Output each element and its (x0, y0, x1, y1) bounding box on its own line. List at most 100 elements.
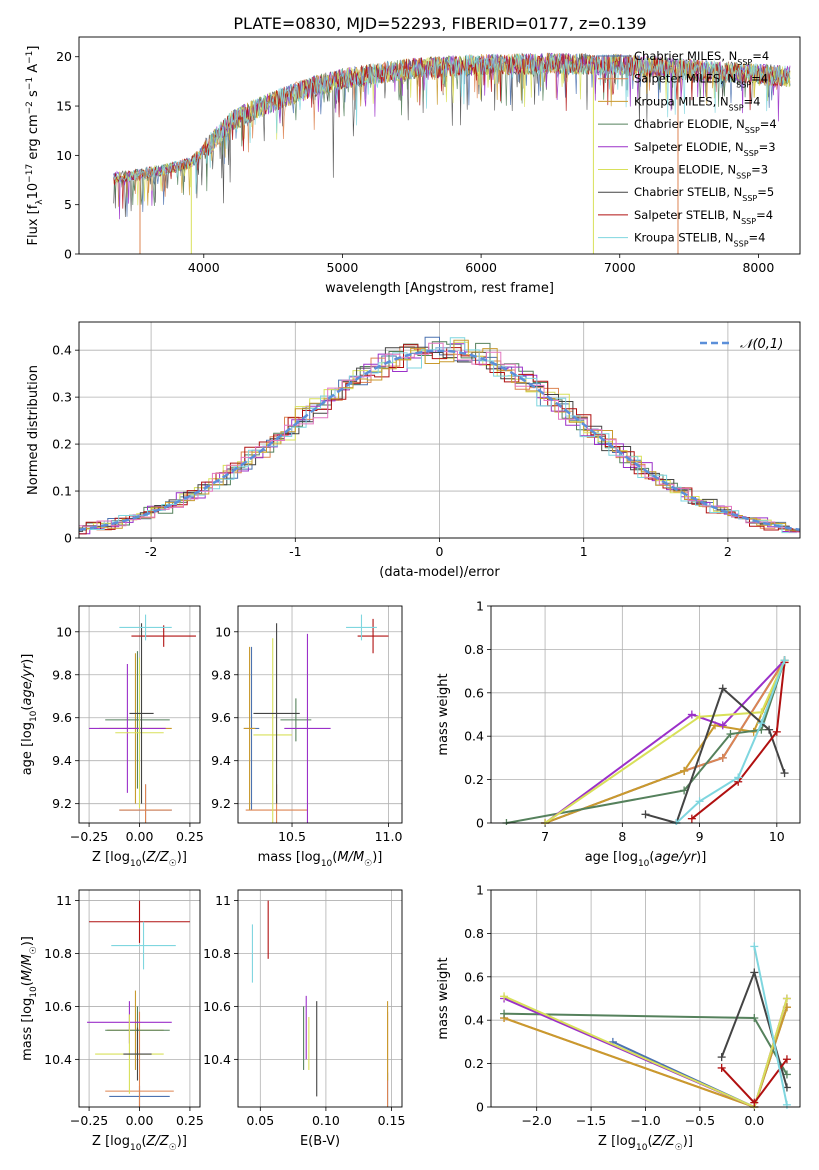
x-tick-label: 0.0 (744, 1113, 764, 1128)
x-tick-label: −2.0 (522, 1113, 552, 1128)
legend-entry: Chabrier MILES, NSSP=4 (634, 49, 769, 67)
mass_vs_ebv-frame (237, 889, 403, 1108)
mass_vs_ebv-axes: 0.05 0.10 0.15 10.4 10.6 10.8 11 (203, 890, 405, 1128)
y-tick-label: 0 (64, 531, 72, 546)
y-tick-label: 0.1 (52, 484, 72, 499)
age_vs_Z-xlabel: Z [log10(Z/Z☉)] (92, 850, 187, 869)
y-tick-label: 0.3 (52, 390, 72, 405)
x-tick-label: 7 (541, 829, 549, 844)
y-tick-label: 10.8 (44, 946, 72, 961)
y-tick-label: 10.6 (44, 999, 72, 1014)
legend-entry: Kroupa MILES, NSSP=4 (634, 94, 760, 112)
y-tick-label: 9.4 (211, 753, 231, 768)
weight-marker (734, 773, 743, 782)
mass_vs_ebv-errorbars (251, 900, 389, 1107)
y-tick-label: 10 (56, 148, 72, 163)
y-tick-label: 0.4 (464, 1013, 484, 1028)
x-tick-label: 11.0 (375, 829, 403, 844)
weight_vs_age-lines (502, 656, 789, 825)
mass_vs_Z-errorbars (87, 900, 190, 1107)
legend-entry: Chabrier ELODIE, NSSP=4 (634, 117, 777, 135)
x-tick-label: 6000 (465, 260, 497, 275)
y-tick-label: 9.4 (52, 753, 72, 768)
y-tick-label: 10.8 (203, 946, 231, 961)
age_vs_mass-errorbars (243, 614, 389, 823)
x-tick-label: −0.5 (685, 1113, 715, 1128)
residuals-xlabel: (data-model)/error (379, 565, 500, 580)
y-tick-label: 0 (476, 816, 484, 831)
y-tick-label: 0.2 (464, 772, 484, 787)
spectrum-ylabel: Flux [fλ10−17 erg cm−2 s−1 A−1] (25, 46, 45, 246)
weight_vs_age-frame (490, 605, 801, 824)
histogram-step (79, 339, 800, 534)
weight-marker (750, 968, 759, 977)
weight-marker (687, 710, 696, 719)
weight-line (544, 659, 786, 824)
weight-marker (782, 994, 791, 1003)
y-tick-label: 1 (476, 599, 484, 614)
legend-entry: Salpeter ELODIE, NSSP=3 (634, 140, 776, 158)
errorbar-point (280, 698, 312, 742)
errorbar-point (105, 651, 170, 789)
weight-marker (717, 1063, 726, 1072)
x-tick-label: 8 (618, 829, 626, 844)
weight-line (544, 659, 786, 824)
figure-title: PLATE=0830, MJD=52293, FIBERID=0177, z=0… (233, 14, 646, 33)
x-tick-label: 0.00 (126, 1113, 154, 1128)
y-tick-label: 10.6 (203, 999, 231, 1014)
errorbar-point (111, 921, 176, 970)
x-tick-label: 0.25 (176, 1113, 204, 1128)
y-tick-label: 15 (56, 99, 72, 114)
errorbar-point (105, 1011, 174, 1107)
spectrum-xlabel: wavelength [Angstrom, rest frame] (325, 281, 554, 296)
weight-marker (780, 656, 789, 665)
y-tick-label: 0.2 (52, 437, 72, 452)
x-tick-label: 2 (724, 544, 732, 559)
mass_vs_Z-axes: −0.25 0.00 0.25 10.4 10.6 10.8 11 (44, 890, 204, 1128)
y-tick-label: 9.6 (52, 710, 72, 725)
y-tick-label: 0.2 (464, 1056, 484, 1071)
errorbar-point (243, 646, 256, 811)
legend-entry: Salpeter STELIB, NSSP=4 (634, 208, 773, 226)
weight-line (753, 946, 788, 1106)
legend-entry: Salpeter MILES, NSSP=4 (634, 72, 768, 90)
y-tick-label: 10 (215, 624, 231, 639)
residual-histograms (79, 336, 800, 535)
x-tick-label: 0.25 (176, 829, 204, 844)
x-tick-label: 8000 (742, 260, 774, 275)
mass_vs_ebv-xlabel: E(B-V) (300, 1134, 340, 1149)
mass_vs_Z-ylabel: mass [log10(M/M☉)] (20, 936, 39, 1061)
y-tick-label: 5 (64, 197, 72, 212)
x-tick-label: 0 (436, 544, 444, 559)
spectrum-axes: 4000 5000 6000 7000 8000 0 5 10 15 20 (56, 49, 774, 275)
weight-marker (695, 712, 704, 721)
y-tick-label: 10 (56, 624, 72, 639)
histogram-step (79, 337, 800, 534)
age_vs_Z-errorbars (89, 614, 196, 823)
weight-marker (717, 1053, 726, 1062)
y-tick-label: 9.2 (52, 796, 72, 811)
weight-marker (757, 719, 766, 728)
weight-marker (782, 1100, 791, 1109)
x-tick-label: 5000 (327, 260, 359, 275)
legend-entry: Chabrier STELIB, NSSP=5 (634, 185, 774, 203)
x-tick-label: −0.25 (70, 1113, 108, 1128)
spectrum-legend: Chabrier MILES, NSSP=4 Salpeter MILES, NS… (598, 49, 777, 248)
y-tick-label: 0.8 (464, 926, 484, 941)
weight-line (691, 662, 786, 820)
weight-marker (641, 810, 650, 819)
x-tick-label: 0.00 (126, 829, 154, 844)
weight-marker (750, 942, 759, 951)
weight-marker (757, 708, 766, 717)
legend-entry: 𝒩(0,1) (740, 337, 783, 352)
y-tick-label: 11 (56, 893, 72, 908)
weight-marker (680, 766, 689, 775)
age_vs_mass-axes: 10.5 11.0 9.2 9.4 9.6 9.8 10 (211, 606, 402, 844)
x-tick-label: -2 (145, 544, 157, 559)
normal-reference-curve (79, 349, 800, 532)
errorbar-point (119, 614, 172, 641)
x-tick-label: 0.05 (246, 1113, 274, 1128)
y-tick-label: 0.4 (464, 729, 484, 744)
x-tick-label: 10.5 (278, 829, 306, 844)
